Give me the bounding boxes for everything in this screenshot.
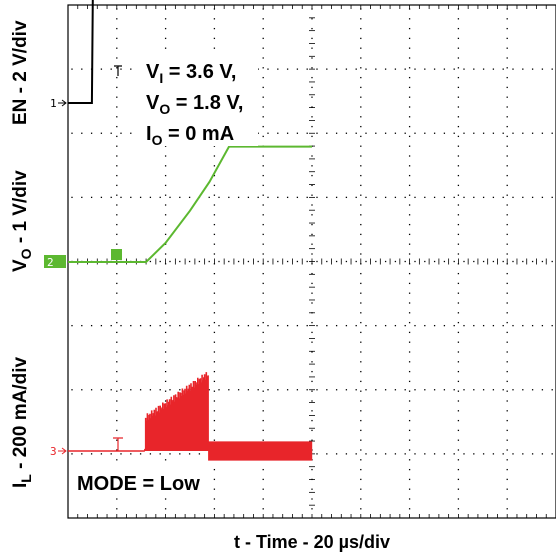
ch3-trigger-marker (113, 437, 123, 451)
en-trace (68, 0, 94, 104)
condition-io: IO = 0 mA (146, 123, 234, 148)
ch1-trigger-marker (114, 65, 122, 76)
x-axis-label: t - Time - 20 µs/div (234, 532, 390, 552)
ch1-marker: 1 (50, 97, 67, 110)
graticule (67, 4, 556, 519)
ch3-marker: 3 (50, 445, 67, 458)
condition-vo: VO = 1.8 V, (146, 92, 243, 117)
ch2-scale-label: VO - 1 V/div (10, 170, 34, 272)
inductor-current-trace (68, 372, 313, 461)
traces (68, 0, 313, 461)
svg-text:2: 2 (47, 256, 54, 269)
ch2-marker: 2 (44, 255, 66, 269)
ch1-scale-label: EN - 2 V/div (10, 20, 31, 125)
ch3-scale-label: IL - 200 mA/div (10, 357, 34, 488)
ch2-trigger-marker (111, 249, 122, 260)
svg-text:3: 3 (50, 445, 57, 458)
mode-annotation: MODE = Low (72, 468, 212, 496)
condition-vi: VI = 3.6 V, (146, 61, 236, 86)
test-conditions: VI = 3.6 V, VO = 1.8 V, IO = 0 mA (138, 54, 258, 148)
svg-text:1: 1 (50, 97, 57, 110)
vout-trace (68, 145, 312, 263)
svg-text:MODE = Low: MODE = Low (77, 473, 200, 495)
